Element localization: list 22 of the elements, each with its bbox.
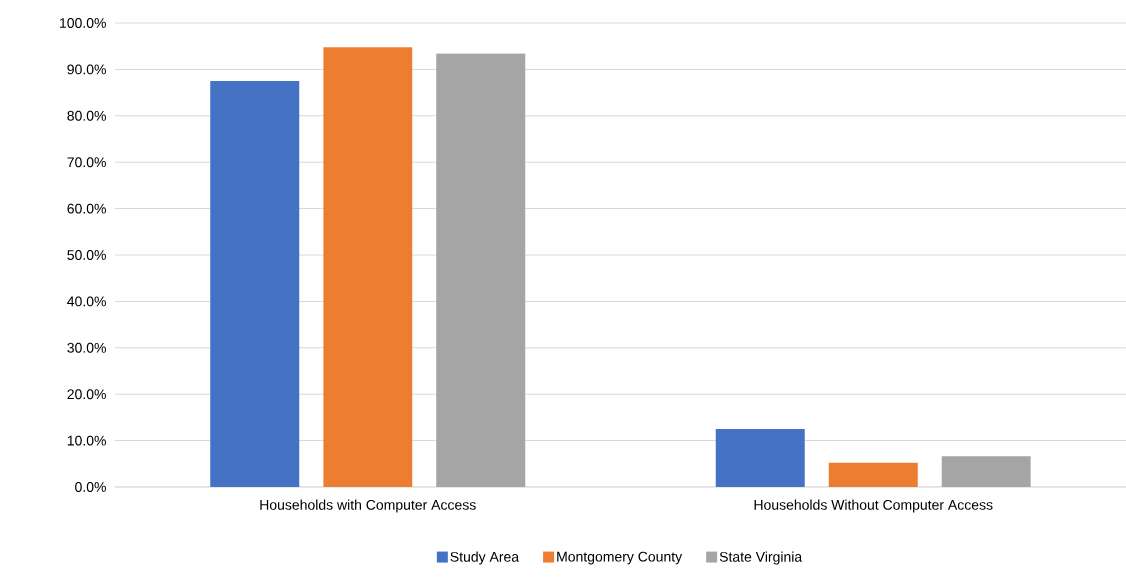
bar (941, 456, 1031, 487)
y-tick-label: 30.0% (67, 342, 106, 353)
legend-label: Montgomery County (557, 551, 683, 565)
y-tick-label: 40.0% (67, 296, 106, 307)
y-tick-label: 10.0% (67, 435, 106, 446)
y-tick-label: 70.0% (67, 157, 106, 168)
bar (828, 462, 918, 487)
y-tick-label: 20.0% (67, 389, 106, 400)
bar (323, 47, 413, 487)
legend-label: State Virginia (719, 551, 803, 565)
legend-label: Study Area (450, 551, 520, 565)
x-tick-label: Households with Computer Access (260, 499, 476, 513)
bar (210, 81, 300, 487)
bar (715, 429, 805, 487)
y-tick-label: 90.0% (67, 64, 106, 75)
y-tick-label: 50.0% (67, 250, 106, 260)
y-tick-label: 60.0% (67, 203, 106, 214)
bar (436, 53, 526, 487)
x-tick-label: Households Without Computer Access (754, 499, 993, 513)
y-tick-label: 100.0% (60, 18, 106, 28)
y-tick-label: 80.0% (67, 110, 106, 121)
y-tick-label: 0.0% (75, 482, 106, 492)
